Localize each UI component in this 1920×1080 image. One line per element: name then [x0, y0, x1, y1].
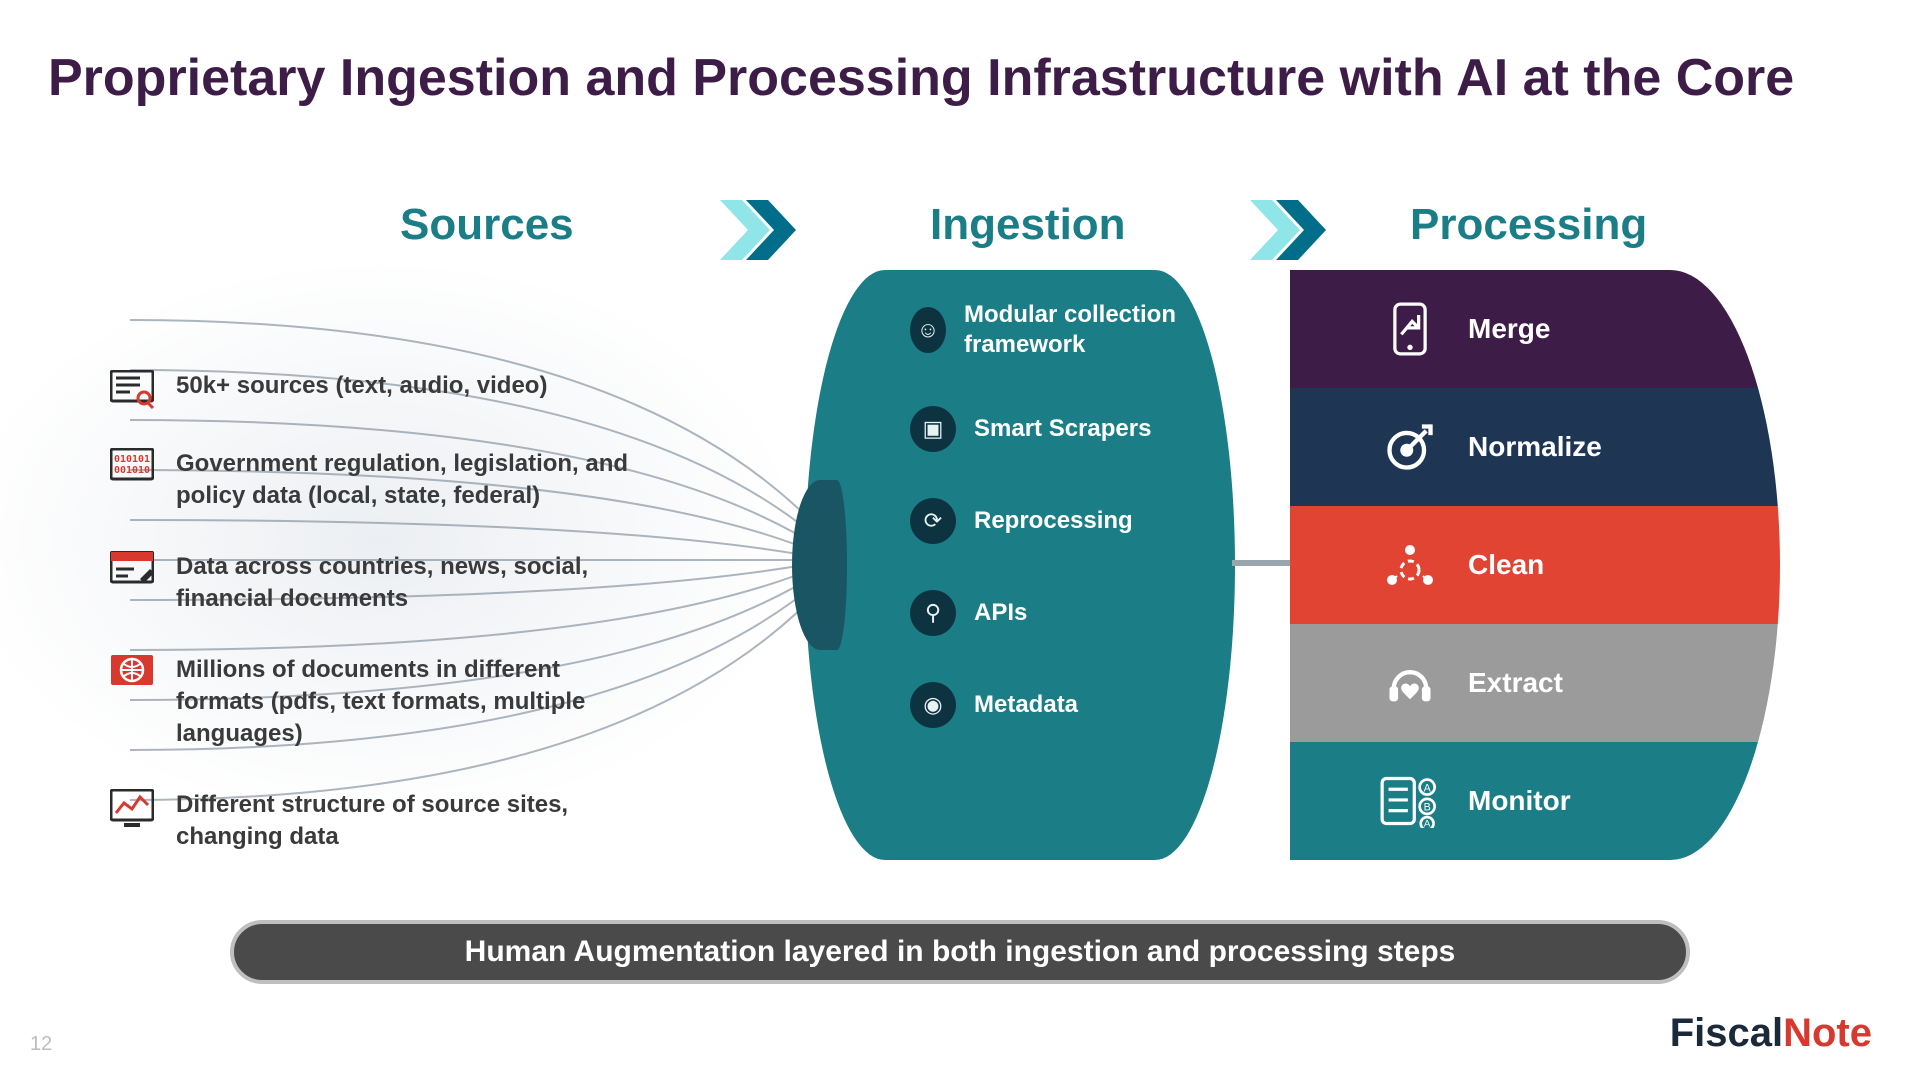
list-item: 010101001010 Government regulation, legi… — [110, 448, 630, 513]
chevron-icon — [720, 200, 810, 260]
source-text: Data across countries, news, social, fin… — [176, 551, 630, 616]
ingestion-label: Smart Scrapers — [974, 414, 1151, 444]
ingestion-label: Metadata — [974, 690, 1078, 720]
band-label: Monitor — [1468, 785, 1571, 817]
source-text: Millions of documents in different forma… — [176, 654, 630, 751]
sources-list: 50k+ sources (text, audio, video) 010101… — [110, 370, 630, 892]
svg-text:A: A — [1424, 819, 1431, 828]
band-clean: Clean — [1290, 506, 1780, 624]
list-item: ⚲ APIs — [910, 590, 1230, 636]
slide: Proprietary Ingestion and Processing Inf… — [0, 0, 1920, 1080]
logo: FiscalNote — [1670, 1011, 1872, 1056]
footer-text: Human Augmentation layered in both inges… — [465, 935, 1456, 969]
people-cycle-icon — [1380, 535, 1440, 595]
logo-part2: Note — [1783, 1011, 1872, 1055]
refresh-icon: ⟳ — [910, 498, 956, 544]
list-item: Different structure of source sites, cha… — [110, 789, 630, 854]
stage-sources-label: Sources — [400, 200, 574, 250]
map-pin-icon: ⚲ — [910, 590, 956, 636]
list-item: 50k+ sources (text, audio, video) — [110, 370, 630, 410]
list-item: ⟳ Reprocessing — [910, 498, 1230, 544]
ingestion-entry — [792, 480, 847, 650]
page-title: Proprietary Ingestion and Processing Inf… — [48, 48, 1794, 108]
band-label: Extract — [1468, 667, 1563, 699]
checklist-icon: ABA — [1380, 771, 1440, 831]
list-item: Data across countries, news, social, fin… — [110, 551, 630, 616]
ingestion-items: ☺ Modular collection framework ▣ Smart S… — [910, 300, 1230, 774]
band-label: Clean — [1468, 549, 1544, 581]
ingestion-label: APIs — [974, 598, 1027, 628]
stage-ingestion-label: Ingestion — [930, 200, 1126, 250]
ingestion-label: Reprocessing — [974, 506, 1133, 536]
image-icon: ▣ — [910, 406, 956, 452]
list-item: ☺ Modular collection framework — [910, 300, 1230, 360]
trend-icon — [110, 789, 154, 829]
band-extract: Extract — [1290, 624, 1780, 742]
band-label: Merge — [1468, 313, 1550, 345]
footer-bar: Human Augmentation layered in both inges… — [230, 920, 1690, 984]
band-merge: Merge — [1290, 270, 1780, 388]
source-text: 50k+ sources (text, audio, video) — [176, 370, 547, 402]
page-number: 12 — [30, 1033, 52, 1056]
logo-part1: Fiscal — [1670, 1011, 1783, 1055]
browser-edit-icon — [110, 551, 154, 591]
list-item: ◉ Metadata — [910, 682, 1230, 728]
phone-arrow-icon — [1380, 299, 1440, 359]
band-normalize: Normalize — [1290, 388, 1780, 506]
ingestion-label: Modular collection framework — [964, 300, 1230, 360]
band-monitor: ABA Monitor — [1290, 742, 1780, 860]
list-search-icon — [110, 370, 154, 410]
band-label: Normalize — [1468, 431, 1602, 463]
svg-text:010101: 010101 — [114, 454, 150, 465]
target-icon — [1380, 417, 1440, 477]
source-text: Government regulation, legislation, and … — [176, 448, 630, 513]
globe-icon — [110, 654, 154, 694]
svg-text:B: B — [1424, 802, 1431, 814]
headset-heart-icon — [1380, 653, 1440, 713]
processing-column: Merge Normalize Clean Extract ABA Monito… — [1290, 270, 1780, 860]
module-icon: ☺ — [910, 307, 946, 353]
list-item: Millions of documents in different forma… — [110, 654, 630, 751]
source-text: Different structure of source sites, cha… — [176, 789, 630, 854]
svg-text:A: A — [1424, 782, 1432, 794]
list-item: ▣ Smart Scrapers — [910, 406, 1230, 452]
stage-processing-label: Processing — [1410, 200, 1647, 250]
svg-text:001010: 001010 — [114, 465, 150, 476]
chevron-icon — [1250, 200, 1340, 260]
metadata-icon: ◉ — [910, 682, 956, 728]
binary-icon: 010101001010 — [110, 448, 154, 488]
